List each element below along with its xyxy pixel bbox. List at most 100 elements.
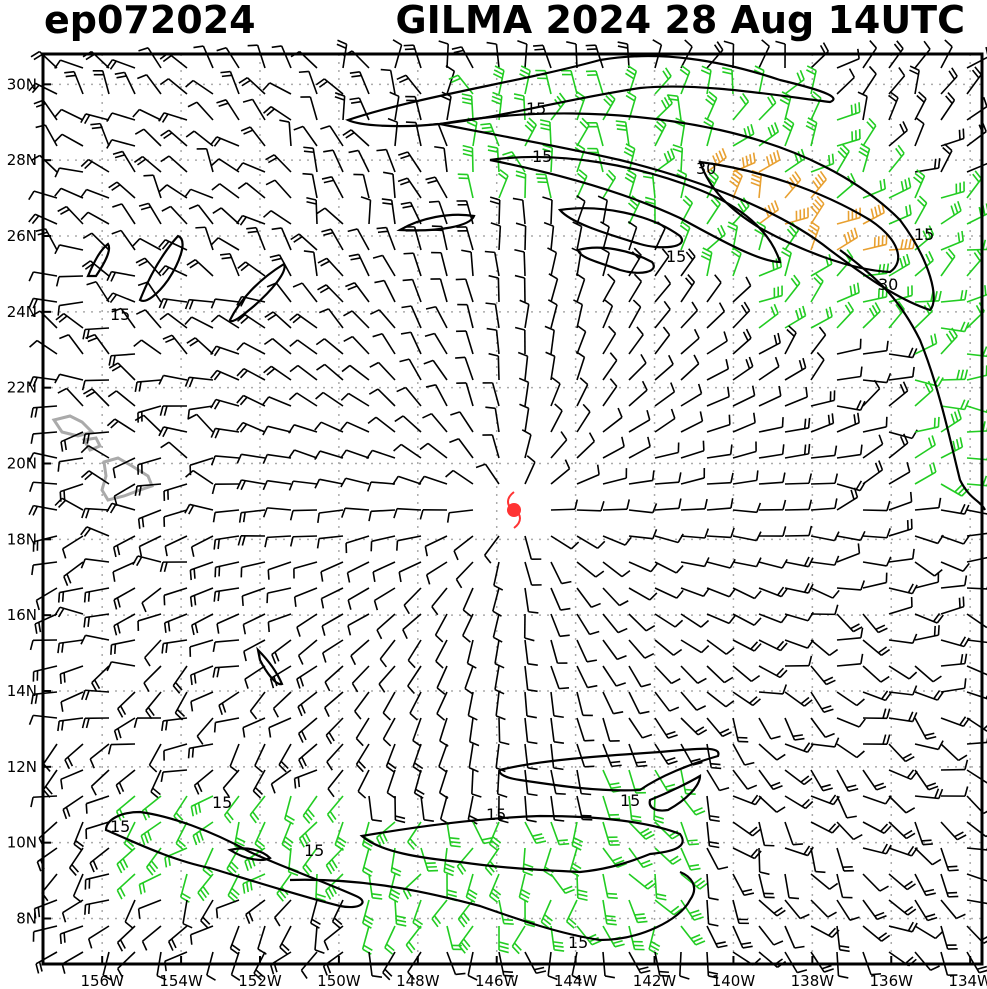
contour-label: 15	[304, 841, 324, 860]
wind-barb	[654, 899, 683, 916]
wind-barb	[394, 415, 422, 433]
wind-barb	[210, 427, 240, 439]
wind-barb	[186, 259, 214, 277]
wind-barb	[349, 71, 370, 95]
latitude-label: 28N	[7, 151, 37, 169]
wind-barb	[602, 299, 614, 329]
wind-barb	[315, 873, 326, 902]
wind-barb	[222, 769, 240, 797]
wind-barb	[573, 299, 584, 329]
wind-barb	[836, 102, 861, 121]
wind-barb	[758, 444, 785, 459]
wind-barb	[888, 253, 911, 277]
wind-barb	[862, 708, 891, 720]
contour-west-a	[138, 234, 184, 302]
wind-barb	[316, 207, 344, 225]
wind-barb	[418, 475, 448, 486]
wind-barb	[407, 639, 422, 669]
wind-barb	[89, 847, 110, 873]
wind-barb	[732, 441, 757, 459]
wind-barb	[108, 362, 136, 381]
wind-barb	[193, 45, 214, 69]
latitude-label: 10N	[7, 834, 37, 852]
wind-barb	[914, 462, 937, 485]
wind-barb	[113, 587, 136, 610]
wind-barb	[550, 769, 566, 795]
wind-barb	[83, 613, 110, 628]
wind-barb	[515, 170, 527, 199]
wind-barb	[940, 503, 970, 515]
wind-barb	[914, 613, 944, 624]
wind-barb	[654, 691, 680, 712]
wind-barb	[602, 325, 617, 355]
wind-barb	[288, 424, 318, 434]
wind-barb	[732, 794, 762, 806]
wind-barb	[784, 742, 814, 753]
wind-barb	[680, 440, 705, 459]
wind-barb	[334, 92, 346, 121]
wind-barb	[517, 351, 529, 381]
wind-barb	[325, 847, 344, 875]
wind-barb	[431, 251, 448, 277]
wind-barb	[914, 380, 934, 407]
contour-label: 15	[568, 933, 588, 952]
wind-barb	[190, 691, 214, 712]
contour-west-c	[86, 242, 111, 278]
wind-barb	[524, 535, 542, 560]
wind-barb	[576, 377, 589, 407]
wind-barb	[784, 845, 814, 857]
wind-barb	[732, 587, 762, 600]
wind-barb	[425, 384, 448, 407]
wind-barb	[758, 285, 783, 303]
wind-barb	[888, 685, 918, 696]
wind-barb	[940, 596, 965, 615]
wind-barb	[80, 558, 110, 569]
wind-barb	[602, 795, 621, 820]
wind-barb	[184, 316, 214, 329]
wind-barb	[430, 278, 448, 303]
wind-barb	[602, 378, 618, 407]
wind-barb	[706, 358, 730, 381]
wind-barb	[540, 899, 553, 929]
wind-barb	[158, 112, 188, 123]
wind-barb	[966, 873, 987, 882]
wind-barb	[293, 769, 318, 789]
wind-barb	[575, 351, 586, 381]
wind-barb	[888, 845, 918, 857]
wind-barb	[519, 299, 530, 329]
wind-barb	[61, 951, 84, 974]
wind-barb	[293, 587, 318, 607]
wind-barb	[297, 691, 318, 717]
wind-barb	[164, 535, 188, 557]
wind-barb	[133, 339, 162, 355]
wind-barb	[758, 717, 781, 740]
wind-barb	[628, 925, 645, 951]
wind-barb	[888, 633, 918, 644]
wind-barb	[424, 535, 448, 557]
wind-barb	[758, 526, 787, 537]
wind-barb	[244, 665, 266, 689]
wind-barb	[576, 665, 598, 689]
wind-barb	[511, 925, 526, 955]
wind-barb	[543, 847, 554, 877]
wind-barb	[810, 195, 825, 225]
wind-barb	[137, 899, 162, 919]
wind-barb	[188, 204, 214, 225]
contour-south-bottom	[289, 870, 696, 942]
wind-barb	[524, 691, 537, 719]
wind-barb	[385, 743, 397, 773]
wind-barb	[237, 535, 266, 546]
wind-barb	[732, 847, 762, 860]
wind-barb	[497, 169, 509, 199]
longitude-label: 136W	[870, 972, 914, 989]
wind-barb	[576, 464, 600, 485]
wind-barb	[195, 226, 214, 251]
wind-barb	[628, 529, 658, 540]
wind-barb	[368, 795, 382, 823]
wind-barb	[246, 226, 266, 251]
wind-barb	[175, 821, 188, 851]
wind-barb	[468, 743, 479, 773]
wind-barb	[59, 925, 84, 945]
wind-barb	[185, 79, 214, 95]
wind-barb	[547, 299, 558, 329]
